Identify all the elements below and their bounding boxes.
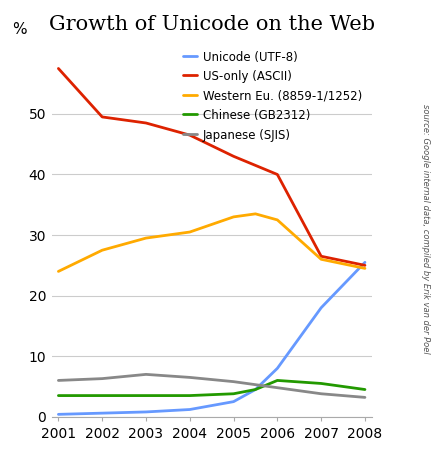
- US-only (ASCII): [362, 262, 368, 268]
- Western Eu. (8859-1/1252): [362, 266, 368, 271]
- Text: %: %: [13, 22, 27, 38]
- Western Eu. (8859-1/1252): [187, 229, 192, 235]
- Unicode (UTF-8): [143, 409, 149, 414]
- Unicode (UTF-8): [362, 260, 368, 265]
- Chinese (GB2312): [187, 393, 192, 398]
- Chinese (GB2312): [318, 381, 324, 386]
- Line: Unicode (UTF-8): Unicode (UTF-8): [58, 262, 365, 414]
- Unicode (UTF-8): [100, 410, 105, 416]
- Chinese (GB2312): [362, 387, 368, 392]
- Chinese (GB2312): [56, 393, 61, 398]
- Japanese (SJIS): [231, 379, 236, 384]
- US-only (ASCII): [253, 163, 258, 168]
- Japanese (SJIS): [318, 391, 324, 397]
- Japanese (SJIS): [100, 376, 105, 382]
- Western Eu. (8859-1/1252): [318, 256, 324, 262]
- US-only (ASCII): [56, 66, 61, 71]
- Japanese (SJIS): [143, 371, 149, 377]
- Chinese (GB2312): [100, 393, 105, 398]
- Western Eu. (8859-1/1252): [143, 235, 149, 241]
- Japanese (SJIS): [56, 378, 61, 383]
- Title: Growth of Unicode on the Web: Growth of Unicode on the Web: [49, 15, 375, 34]
- Chinese (GB2312): [143, 393, 149, 398]
- Line: US-only (ASCII): US-only (ASCII): [58, 69, 365, 265]
- Unicode (UTF-8): [187, 407, 192, 412]
- Line: Japanese (SJIS): Japanese (SJIS): [58, 374, 365, 398]
- Japanese (SJIS): [275, 385, 280, 391]
- Legend: Unicode (UTF-8), US-only (ASCII), Western Eu. (8859-1/1252), Chinese (GB2312), J: Unicode (UTF-8), US-only (ASCII), Wester…: [179, 47, 365, 145]
- Line: Western Eu. (8859-1/1252): Western Eu. (8859-1/1252): [58, 214, 365, 272]
- Line: Chinese (GB2312): Chinese (GB2312): [58, 381, 365, 396]
- Western Eu. (8859-1/1252): [100, 247, 105, 253]
- Japanese (SJIS): [187, 375, 192, 380]
- Unicode (UTF-8): [275, 365, 280, 371]
- Unicode (UTF-8): [318, 305, 324, 311]
- Western Eu. (8859-1/1252): [253, 211, 258, 217]
- Chinese (GB2312): [253, 387, 258, 392]
- Chinese (GB2312): [231, 391, 236, 397]
- Unicode (UTF-8): [231, 399, 236, 404]
- Japanese (SJIS): [253, 382, 258, 387]
- Unicode (UTF-8): [56, 412, 61, 417]
- Western Eu. (8859-1/1252): [56, 269, 61, 274]
- US-only (ASCII): [231, 153, 236, 159]
- US-only (ASCII): [318, 254, 324, 259]
- Unicode (UTF-8): [253, 387, 258, 392]
- Western Eu. (8859-1/1252): [275, 217, 280, 223]
- Chinese (GB2312): [275, 378, 280, 383]
- US-only (ASCII): [275, 172, 280, 177]
- US-only (ASCII): [187, 132, 192, 138]
- Western Eu. (8859-1/1252): [231, 214, 236, 220]
- Japanese (SJIS): [362, 395, 368, 400]
- US-only (ASCII): [143, 120, 149, 126]
- US-only (ASCII): [100, 114, 105, 120]
- Text: source: Google internal data, compiled by Erik van der Poel: source: Google internal data, compiled b…: [421, 104, 430, 354]
